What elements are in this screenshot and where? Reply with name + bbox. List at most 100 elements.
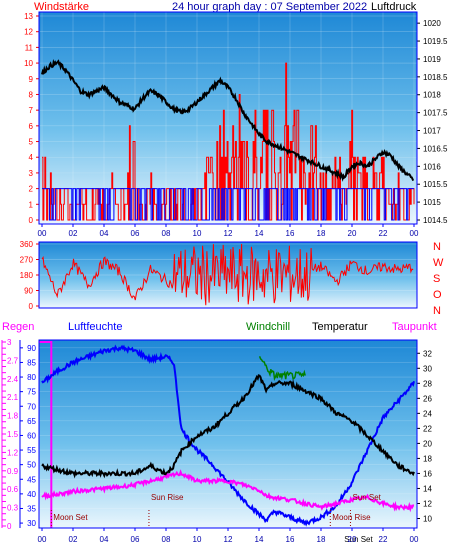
humidity-temperature-series <box>39 341 415 528</box>
rain-tick-label-21: 2.1 <box>7 393 19 402</box>
wind-tick-label-0: 0 <box>29 216 34 225</box>
dir-tick-label-1: 90 <box>24 287 33 296</box>
temp-tick-label-2: 14 <box>423 484 432 493</box>
wind-label: Windstärke <box>34 1 89 13</box>
ht-xtick-label-6: 12 <box>224 535 233 544</box>
wind-average-line <box>42 188 414 221</box>
rain-tick-label-12: 1.2 <box>7 448 19 457</box>
temp-tick-label-4: 18 <box>423 454 432 463</box>
ht-xtick-label-1: 02 <box>69 535 78 544</box>
ht-xtick-label-4: 08 <box>162 535 171 544</box>
temp-tick-label-11: 32 <box>423 349 432 358</box>
wind-tick-label-7: 7 <box>29 106 34 115</box>
wp-xtick-label-5: 10 <box>193 229 202 238</box>
ht-xtick-label-2: 04 <box>100 535 109 544</box>
compass-labels: N W S O N <box>433 241 444 317</box>
footer-sunset-marker: Sun Set <box>344 535 373 544</box>
ht-xtick-label-3: 06 <box>131 535 140 544</box>
pressure-tick-label-4: 1016.5 <box>423 144 448 153</box>
wp-xtick-label-9: 18 <box>317 229 326 238</box>
pressure-tick-label-7: 1018 <box>423 91 441 100</box>
rain-tick-label-18: 1.8 <box>7 412 19 421</box>
humidity-tick-label-11: 85 <box>27 358 36 367</box>
temp-tick-label-7: 24 <box>423 409 432 418</box>
chart-title: 24 hour graph day : 07 September 2022 <box>172 1 367 13</box>
temp-tick-label-3: 16 <box>423 469 432 478</box>
compass-o: O <box>433 289 442 301</box>
dewpoint-line <box>41 469 415 513</box>
wind-tick-label-8: 8 <box>29 90 34 99</box>
wp-xtick-label-2: 04 <box>100 229 109 238</box>
ht-xtick-label-7: 14 <box>255 535 264 544</box>
dir-tick-label-2: 180 <box>20 271 34 280</box>
humidity-tick-label-9: 75 <box>27 388 36 397</box>
ht-xtick-label-11: 22 <box>379 535 388 544</box>
dewpoint-label: Taupunkt <box>392 321 437 333</box>
wind-tick-label-9: 9 <box>29 75 34 84</box>
temp-tick-label-8: 26 <box>423 394 432 403</box>
wind-tick-label-6: 6 <box>29 122 34 131</box>
wp-xtick-label-0: 00 <box>38 229 47 238</box>
wind-direction-line <box>41 243 414 306</box>
wind-direction-grid <box>39 243 417 307</box>
windchill-line <box>258 356 306 382</box>
annotation-label-3: Moon Rise <box>332 513 371 522</box>
temp-tick-label-6: 22 <box>423 424 432 433</box>
humidity-tick-label-1: 35 <box>27 504 36 513</box>
temp-tick-label-9: 28 <box>423 379 432 388</box>
pressure-tick-label-0: 1014.5 <box>423 216 448 225</box>
pressure-tick-label-6: 1017.5 <box>423 109 448 118</box>
wind-tick-label-1: 1 <box>29 200 34 209</box>
pressure-tick-label-1: 1015 <box>423 198 441 207</box>
rain-tick-label-15: 1.5 <box>7 430 19 439</box>
humidity-line <box>41 344 415 527</box>
rain-tick-label-0: 0 <box>7 522 12 531</box>
wp-xtick-label-7: 14 <box>255 229 264 238</box>
ht-xtick-label-5: 10 <box>193 535 202 544</box>
dir-tick-label-3: 270 <box>20 256 34 265</box>
pressure-tick-label-2: 1015.5 <box>423 180 448 189</box>
rain-tick-label-30: 3 <box>7 338 12 347</box>
pressure-tick-label-11: 1020 <box>423 19 441 28</box>
wp-xtick-label-4: 08 <box>162 229 171 238</box>
ht-xtick-label-10: 20 <box>348 535 357 544</box>
rain-label: Regen <box>2 321 34 333</box>
humidity-temperature-axes: 0 0.3 0.6 0.9 1.2 1.5 1.8 2.1 2.4 2.7 3 30 35 40 45 50 5… <box>1 338 432 544</box>
humidity-tick-label-7: 65 <box>27 417 36 426</box>
wind-direction-series <box>41 243 414 306</box>
wp-xtick-label-11: 22 <box>379 229 388 238</box>
wp-xtick-label-3: 06 <box>131 229 140 238</box>
humidity-label: Luftfeuchte <box>68 321 122 333</box>
humidity-tick-label-0: 30 <box>27 519 36 528</box>
compass-n-top: N <box>433 241 441 253</box>
pressure-tick-label-8: 1018.5 <box>423 73 448 82</box>
temperature-line <box>41 374 415 479</box>
annotation-label-2: Sun Set <box>352 493 381 502</box>
rain-tick-label-27: 2.7 <box>7 356 19 365</box>
temp-tick-label-5: 20 <box>423 439 432 448</box>
humidity-tick-label-8: 70 <box>27 402 36 411</box>
rain-tick-label-9: 0.9 <box>7 467 19 476</box>
wind-tick-label-13: 13 <box>24 12 33 21</box>
pressure-series <box>41 58 415 182</box>
wp-xtick-label-1: 02 <box>69 229 78 238</box>
humidity-tick-label-10: 80 <box>27 373 36 382</box>
wind-tick-label-3: 3 <box>29 169 34 178</box>
ht-xtick-label-8: 16 <box>286 535 295 544</box>
humidity-tick-label-3: 45 <box>27 475 36 484</box>
humidity-temperature-grid <box>39 347 417 524</box>
humidity-tick-label-12: 90 <box>27 344 36 353</box>
wind-tick-label-4: 4 <box>29 153 34 162</box>
temperature-label: Temperatur <box>312 321 368 333</box>
temp-tick-label-0: 10 <box>423 514 432 523</box>
wp-xtick-label-8: 16 <box>286 229 295 238</box>
ht-xtick-label-0: 00 <box>38 535 47 544</box>
rain-tick-label-24: 2.4 <box>7 375 19 384</box>
humidity-tick-label-5: 55 <box>27 446 36 455</box>
humidity-tick-label-4: 50 <box>27 461 36 470</box>
humidity-tick-label-6: 60 <box>27 431 36 440</box>
astronomy-annotations: Moon Set Sun Rise Sun Set Moon Rise Sun Set <box>50 493 382 544</box>
pressure-tick-label-10: 1019.5 <box>423 37 448 46</box>
pressure-label: Luftdruck <box>371 1 417 13</box>
